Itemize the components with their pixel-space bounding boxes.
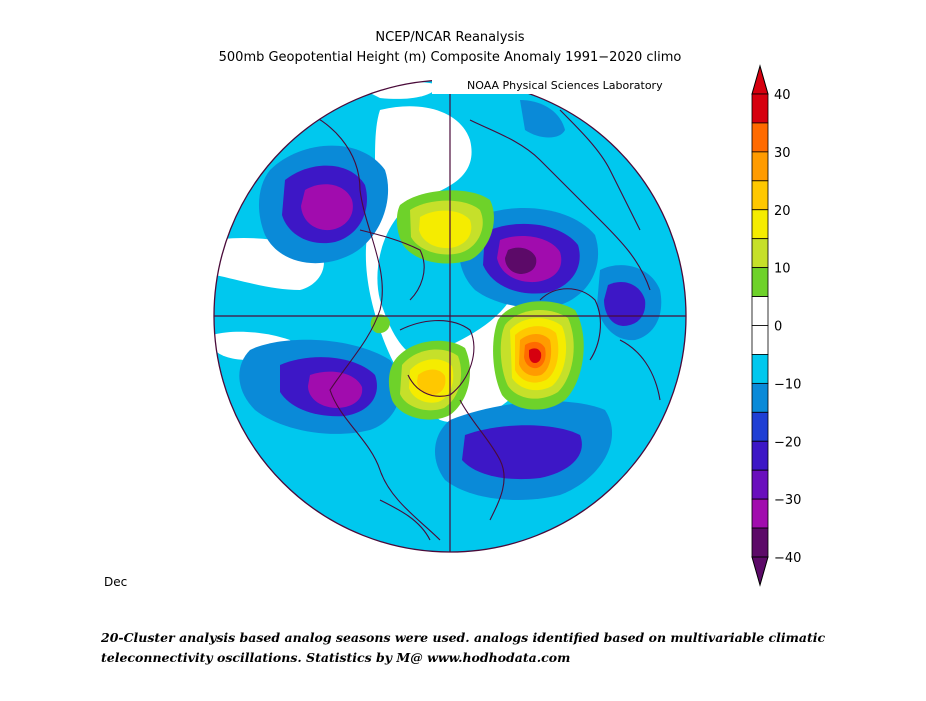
colorbar-segments	[751, 64, 769, 587]
colorbar-segment	[751, 122, 769, 153]
positive-anomaly-small	[370, 314, 390, 334]
colorbar-tick-label: 20	[774, 204, 791, 219]
caption-line-2: teleconnectivity oscillations. Statistic…	[101, 650, 571, 665]
caption: 20-Cluster analysis based analog seasons…	[101, 628, 861, 668]
colorbar-labels: 40 30 20 10 0 −10 −20 −30 −40	[774, 88, 801, 566]
credit-box	[432, 76, 694, 94]
positive-anomaly-atlantic-ridge	[493, 301, 584, 410]
colorbar-tick-label: 0	[774, 320, 782, 335]
colorbar-segment	[751, 382, 769, 413]
colorbar-segment	[751, 296, 769, 326]
colorbar-segment	[751, 354, 769, 384]
colorbar-segment	[751, 93, 769, 124]
colorbar-tick-label: 10	[774, 262, 791, 277]
colorbar-segment	[751, 498, 769, 529]
colorbar-segment	[751, 180, 769, 211]
credit-label: NOAA Physical Sciences Laboratory	[467, 79, 663, 92]
colorbar-segment	[751, 411, 769, 442]
colorbar-segment	[751, 267, 769, 297]
colorbar-tick-label: 40	[774, 88, 791, 103]
colorbar-segment	[751, 238, 769, 269]
colorbar-tick-label: 30	[774, 146, 791, 161]
colorbar-tick-label: −10	[774, 377, 801, 392]
coastlines	[299, 109, 661, 541]
colorbar-segment	[751, 440, 769, 471]
colorbar-segment	[751, 325, 769, 355]
colorbar-segment	[751, 209, 769, 240]
colorbar-top-triangle	[751, 64, 769, 95]
colorbar-segment	[751, 527, 769, 558]
chart-title: NCEP/NCAR Reanalysis	[375, 30, 525, 45]
colorbar-segment	[751, 151, 769, 182]
colorbar-bottom-triangle	[751, 556, 769, 587]
chart-subtitle: 500mb Geopotential Height (m) Composite …	[218, 50, 682, 65]
positive-anomaly-arctic-ridge	[396, 190, 494, 264]
colorbar-segment	[751, 469, 769, 500]
month-label: Dec	[104, 575, 128, 589]
graticule	[214, 80, 686, 552]
colorbar-tick-label: −20	[774, 435, 801, 450]
colorbar-tick-label: −40	[774, 551, 801, 566]
caption-line-1: 20-Cluster analysis based analog seasons…	[101, 630, 826, 645]
negative-anomaly-40	[505, 247, 537, 274]
colorbar-tick-label: −30	[774, 493, 801, 508]
